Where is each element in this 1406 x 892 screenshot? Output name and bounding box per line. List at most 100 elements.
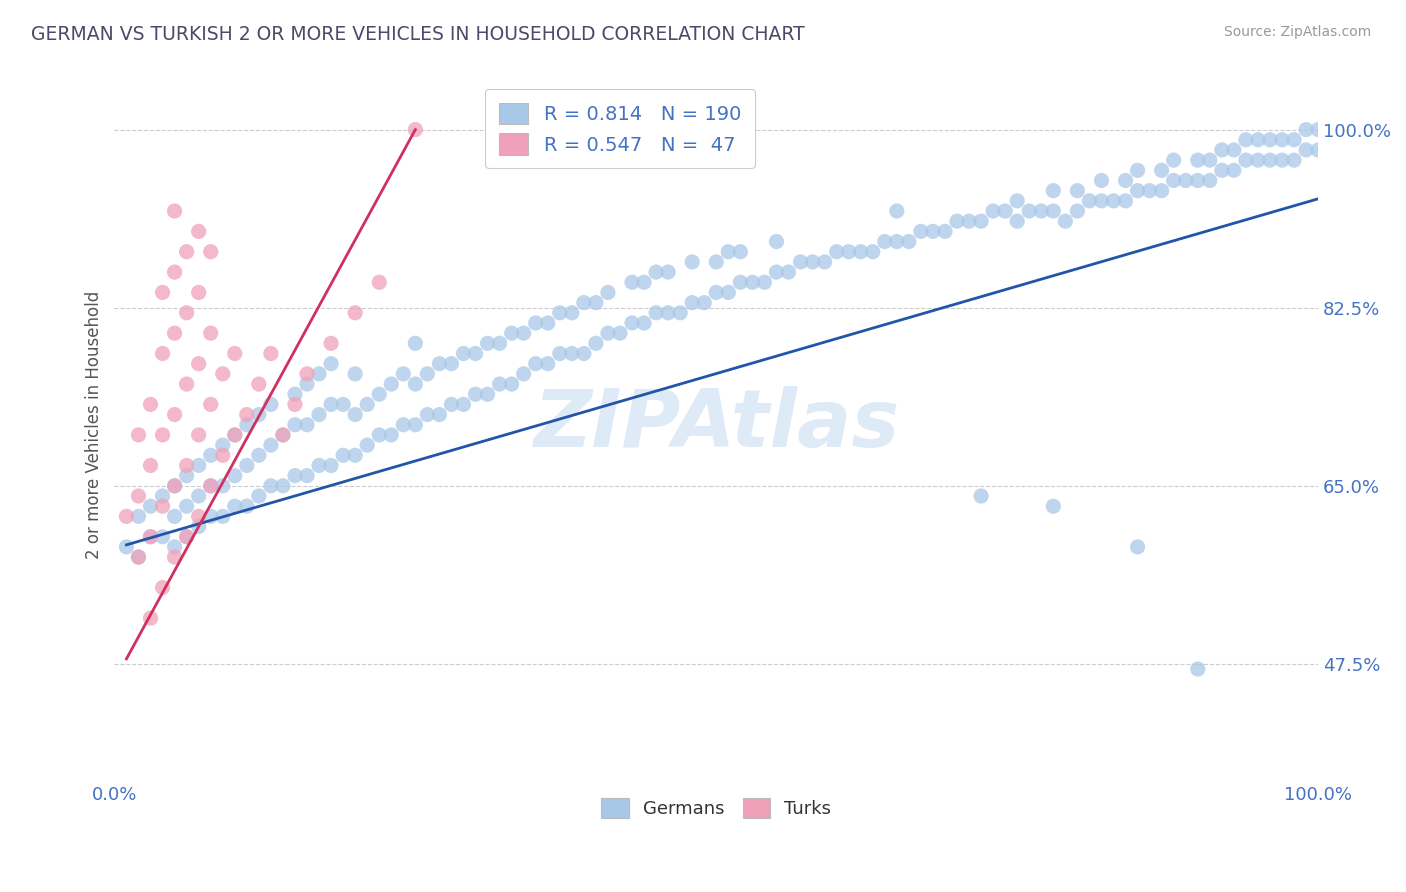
Point bbox=[211, 509, 233, 524]
Point bbox=[224, 468, 246, 483]
Point bbox=[1163, 173, 1185, 187]
Point bbox=[1115, 173, 1137, 187]
Point bbox=[139, 458, 162, 473]
Point bbox=[970, 214, 993, 228]
Point bbox=[380, 377, 402, 392]
Point bbox=[669, 306, 692, 320]
Point bbox=[1139, 184, 1161, 198]
Point bbox=[200, 448, 222, 462]
Point bbox=[1090, 173, 1112, 187]
Point bbox=[825, 244, 848, 259]
Point bbox=[1163, 153, 1185, 168]
Point bbox=[295, 417, 318, 432]
Point bbox=[1271, 133, 1294, 147]
Legend: Germans, Turks: Germans, Turks bbox=[595, 791, 838, 825]
Point bbox=[1005, 214, 1028, 228]
Point bbox=[981, 204, 1004, 219]
Point bbox=[633, 275, 655, 289]
Point bbox=[308, 408, 330, 422]
Point bbox=[224, 499, 246, 513]
Point bbox=[477, 387, 499, 401]
Point bbox=[862, 244, 884, 259]
Point bbox=[308, 458, 330, 473]
Point bbox=[897, 235, 920, 249]
Point bbox=[127, 509, 149, 524]
Point bbox=[1198, 153, 1220, 168]
Point bbox=[163, 479, 186, 493]
Point bbox=[1115, 194, 1137, 208]
Point bbox=[1066, 184, 1088, 198]
Point bbox=[561, 306, 583, 320]
Point bbox=[946, 214, 969, 228]
Text: ZIPAtlas: ZIPAtlas bbox=[533, 385, 900, 464]
Point bbox=[464, 346, 486, 360]
Point bbox=[416, 367, 439, 381]
Point bbox=[1295, 122, 1317, 136]
Point bbox=[1223, 143, 1246, 157]
Text: GERMAN VS TURKISH 2 OR MORE VEHICLES IN HOUSEHOLD CORRELATION CHART: GERMAN VS TURKISH 2 OR MORE VEHICLES IN … bbox=[31, 25, 804, 44]
Point bbox=[200, 326, 222, 340]
Point bbox=[730, 275, 752, 289]
Point bbox=[200, 509, 222, 524]
Point bbox=[176, 468, 198, 483]
Point bbox=[524, 316, 547, 330]
Point bbox=[139, 397, 162, 411]
Point bbox=[1126, 163, 1149, 178]
Point bbox=[1042, 499, 1064, 513]
Point bbox=[813, 255, 835, 269]
Point bbox=[211, 438, 233, 452]
Point bbox=[1126, 540, 1149, 554]
Point bbox=[356, 397, 378, 411]
Point bbox=[236, 408, 259, 422]
Point bbox=[1211, 143, 1233, 157]
Point bbox=[886, 204, 908, 219]
Point bbox=[284, 468, 307, 483]
Point bbox=[681, 255, 703, 269]
Point bbox=[681, 295, 703, 310]
Point bbox=[1174, 173, 1197, 187]
Point bbox=[1187, 662, 1209, 676]
Point bbox=[319, 397, 342, 411]
Point bbox=[524, 357, 547, 371]
Point bbox=[970, 489, 993, 503]
Point bbox=[416, 408, 439, 422]
Point bbox=[284, 397, 307, 411]
Point bbox=[730, 244, 752, 259]
Point bbox=[176, 306, 198, 320]
Point bbox=[152, 530, 174, 544]
Point bbox=[633, 316, 655, 330]
Point bbox=[717, 285, 740, 300]
Point bbox=[187, 224, 209, 238]
Point bbox=[236, 417, 259, 432]
Point bbox=[1187, 153, 1209, 168]
Point bbox=[392, 417, 415, 432]
Point bbox=[139, 530, 162, 544]
Point bbox=[1005, 194, 1028, 208]
Point bbox=[1223, 163, 1246, 178]
Point bbox=[187, 489, 209, 503]
Point bbox=[1042, 204, 1064, 219]
Point bbox=[404, 122, 426, 136]
Point bbox=[211, 367, 233, 381]
Point bbox=[596, 326, 619, 340]
Point bbox=[295, 367, 318, 381]
Point bbox=[176, 458, 198, 473]
Point bbox=[236, 458, 259, 473]
Point bbox=[271, 479, 294, 493]
Point bbox=[1150, 184, 1173, 198]
Point bbox=[1078, 194, 1101, 208]
Point bbox=[187, 357, 209, 371]
Point bbox=[295, 468, 318, 483]
Point bbox=[247, 448, 270, 462]
Point bbox=[440, 357, 463, 371]
Point bbox=[176, 530, 198, 544]
Point bbox=[139, 530, 162, 544]
Point bbox=[1247, 133, 1270, 147]
Point bbox=[501, 326, 523, 340]
Point bbox=[477, 336, 499, 351]
Point bbox=[1018, 204, 1040, 219]
Point bbox=[163, 204, 186, 219]
Text: Source: ZipAtlas.com: Source: ZipAtlas.com bbox=[1223, 25, 1371, 39]
Point bbox=[1282, 153, 1305, 168]
Point bbox=[404, 336, 426, 351]
